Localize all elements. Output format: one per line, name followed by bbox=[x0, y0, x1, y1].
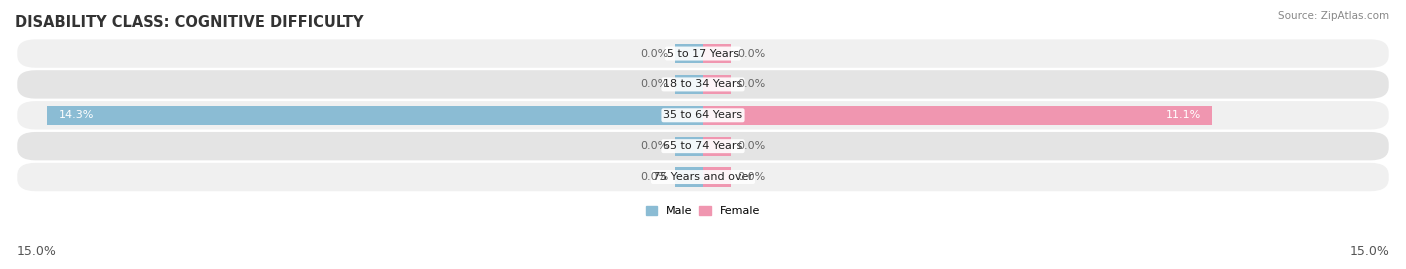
FancyBboxPatch shape bbox=[17, 39, 1389, 68]
Text: 0.0%: 0.0% bbox=[737, 141, 766, 151]
Text: 0.0%: 0.0% bbox=[640, 141, 669, 151]
Text: DISABILITY CLASS: COGNITIVE DIFFICULTY: DISABILITY CLASS: COGNITIVE DIFFICULTY bbox=[15, 15, 364, 30]
Text: 14.3%: 14.3% bbox=[59, 110, 94, 120]
Text: 0.0%: 0.0% bbox=[640, 48, 669, 59]
Text: 0.0%: 0.0% bbox=[640, 79, 669, 89]
Text: 5 to 17 Years: 5 to 17 Years bbox=[666, 48, 740, 59]
Bar bbox=[703, 44, 731, 63]
FancyBboxPatch shape bbox=[17, 101, 1389, 129]
Text: 15.0%: 15.0% bbox=[17, 245, 56, 258]
Text: 15.0%: 15.0% bbox=[1350, 245, 1389, 258]
Text: 0.0%: 0.0% bbox=[737, 48, 766, 59]
FancyBboxPatch shape bbox=[17, 132, 1389, 160]
Bar bbox=[675, 75, 703, 94]
Bar bbox=[703, 137, 731, 156]
Text: 65 to 74 Years: 65 to 74 Years bbox=[664, 141, 742, 151]
Bar bbox=[675, 168, 703, 187]
Text: 0.0%: 0.0% bbox=[737, 172, 766, 182]
Text: 35 to 64 Years: 35 to 64 Years bbox=[664, 110, 742, 120]
Text: 11.1%: 11.1% bbox=[1166, 110, 1201, 120]
Bar bbox=[675, 44, 703, 63]
Bar bbox=[675, 137, 703, 156]
FancyBboxPatch shape bbox=[17, 163, 1389, 191]
Bar bbox=[703, 75, 731, 94]
Text: Source: ZipAtlas.com: Source: ZipAtlas.com bbox=[1278, 11, 1389, 21]
Text: 0.0%: 0.0% bbox=[737, 79, 766, 89]
Bar bbox=[48, 106, 703, 125]
Bar bbox=[703, 106, 1212, 125]
FancyBboxPatch shape bbox=[17, 70, 1389, 99]
Text: 75 Years and over: 75 Years and over bbox=[652, 172, 754, 182]
Text: 18 to 34 Years: 18 to 34 Years bbox=[664, 79, 742, 89]
Legend: Male, Female: Male, Female bbox=[641, 202, 765, 221]
Text: 0.0%: 0.0% bbox=[640, 172, 669, 182]
Bar bbox=[703, 168, 731, 187]
